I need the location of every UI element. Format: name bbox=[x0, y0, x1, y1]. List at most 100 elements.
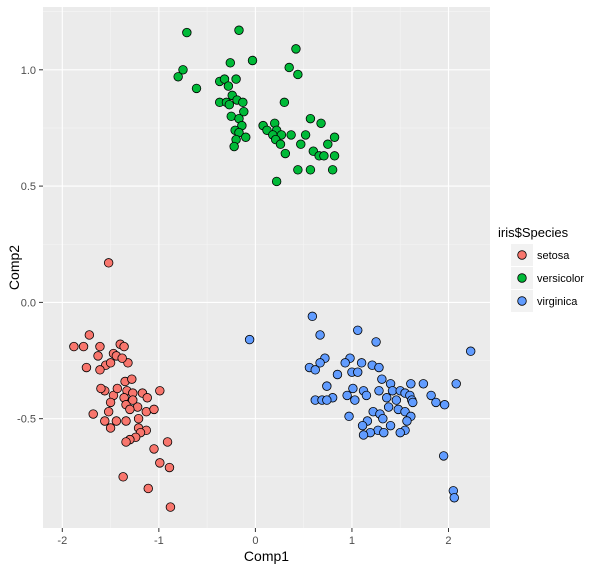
point-versicolor bbox=[234, 25, 244, 35]
point-setosa bbox=[81, 362, 92, 373]
point-setosa bbox=[143, 483, 153, 494]
legend-swatch-versicolor bbox=[517, 273, 527, 283]
point-virginica bbox=[439, 400, 450, 410]
point-virginica bbox=[379, 427, 389, 438]
y-tick-label: -0.5 bbox=[17, 414, 36, 426]
x-tick-label: 2 bbox=[445, 535, 451, 547]
point-setosa bbox=[103, 258, 114, 268]
point-versicolor bbox=[178, 65, 188, 75]
point-versicolor bbox=[305, 113, 316, 124]
legend-label-virginica: virginica bbox=[537, 296, 578, 308]
legend-label-versicolor: versicolor bbox=[537, 273, 584, 285]
point-setosa bbox=[155, 458, 165, 468]
x-tick-label: 1 bbox=[349, 535, 355, 547]
point-versicolor bbox=[182, 27, 192, 38]
point-virginica bbox=[358, 430, 369, 440]
point-setosa bbox=[125, 404, 135, 415]
point-setosa bbox=[164, 462, 175, 473]
point-virginica bbox=[356, 358, 367, 368]
point-virginica bbox=[342, 390, 352, 401]
point-versicolor bbox=[305, 165, 316, 175]
point-virginica bbox=[395, 427, 405, 438]
minor-gridlines bbox=[43, 7, 490, 528]
y-tick-label: 1.0 bbox=[21, 65, 36, 77]
point-setosa bbox=[105, 358, 116, 368]
y-tick-label: 0.0 bbox=[21, 297, 36, 309]
point-versicolor bbox=[279, 97, 290, 108]
point-virginica bbox=[418, 379, 429, 389]
point-setosa bbox=[149, 404, 159, 415]
point-virginica bbox=[344, 411, 354, 422]
point-versicolor bbox=[224, 99, 235, 110]
point-virginica bbox=[374, 386, 384, 396]
point-setosa bbox=[93, 351, 103, 361]
point-virginica bbox=[465, 346, 476, 356]
point-setosa bbox=[128, 395, 138, 405]
point-versicolor bbox=[286, 130, 296, 140]
point-versicolor bbox=[291, 44, 301, 54]
point-setosa bbox=[118, 472, 128, 482]
legend: iris$Species setosa versicolor virginica bbox=[498, 225, 584, 312]
point-virginica bbox=[385, 420, 396, 431]
point-setosa bbox=[119, 341, 129, 352]
point-versicolor bbox=[231, 74, 241, 84]
point-virginica bbox=[340, 358, 350, 368]
point-virginica bbox=[348, 383, 358, 394]
x-tick-label: -1 bbox=[154, 535, 164, 547]
point-setosa bbox=[78, 341, 89, 352]
point-versicolor bbox=[300, 130, 311, 140]
y-tick-label: 0.5 bbox=[21, 181, 36, 193]
point-setosa bbox=[105, 397, 116, 408]
point-setosa bbox=[69, 341, 79, 352]
point-virginica bbox=[310, 365, 320, 375]
point-versicolor bbox=[327, 165, 338, 175]
point-virginica bbox=[383, 402, 394, 412]
legend-title: iris$Species bbox=[498, 225, 569, 240]
point-virginica bbox=[391, 395, 402, 405]
legend-label-setosa: setosa bbox=[537, 250, 570, 262]
point-virginica bbox=[426, 390, 436, 401]
point-setosa bbox=[127, 374, 137, 384]
point-virginica bbox=[307, 311, 318, 322]
point-virginica bbox=[361, 390, 372, 401]
point-setosa bbox=[133, 413, 144, 424]
plot-panel bbox=[43, 7, 490, 528]
point-setosa bbox=[121, 416, 131, 426]
point-virginica bbox=[449, 493, 459, 503]
point-versicolor bbox=[223, 81, 234, 91]
point-setosa bbox=[95, 365, 105, 375]
point-virginica bbox=[377, 374, 387, 384]
point-setosa bbox=[84, 330, 95, 340]
point-setosa bbox=[100, 416, 110, 426]
major-gridlines bbox=[43, 7, 490, 528]
point-versicolor bbox=[225, 58, 235, 68]
point-versicolor bbox=[323, 139, 333, 149]
point-virginica bbox=[438, 451, 449, 461]
point-virginica bbox=[451, 379, 461, 389]
point-setosa bbox=[142, 393, 152, 403]
point-virginica bbox=[371, 337, 381, 347]
point-setosa bbox=[103, 407, 114, 417]
point-versicolor bbox=[316, 118, 326, 128]
point-setosa bbox=[121, 437, 131, 447]
point-virginica bbox=[431, 397, 441, 408]
point-setosa bbox=[88, 409, 98, 419]
point-versicolor bbox=[293, 69, 303, 80]
point-versicolor bbox=[271, 176, 282, 187]
point-setosa bbox=[117, 353, 127, 363]
y-axis-ticks: -0.5 0.0 0.5 1.0 bbox=[17, 65, 43, 426]
point-versicolor bbox=[280, 148, 291, 159]
point-versicolor bbox=[284, 62, 294, 73]
point-virginica bbox=[408, 397, 418, 408]
point-setosa bbox=[149, 444, 159, 454]
point-versicolor bbox=[241, 132, 251, 142]
point-versicolor bbox=[239, 106, 249, 117]
point-versicolor bbox=[275, 139, 286, 149]
point-virginica bbox=[332, 369, 343, 380]
point-virginica bbox=[374, 362, 384, 373]
point-versicolor bbox=[247, 55, 258, 66]
point-virginica bbox=[357, 420, 368, 431]
point-setosa bbox=[96, 383, 106, 394]
point-versicolor bbox=[238, 97, 248, 108]
point-versicolor bbox=[293, 165, 303, 175]
